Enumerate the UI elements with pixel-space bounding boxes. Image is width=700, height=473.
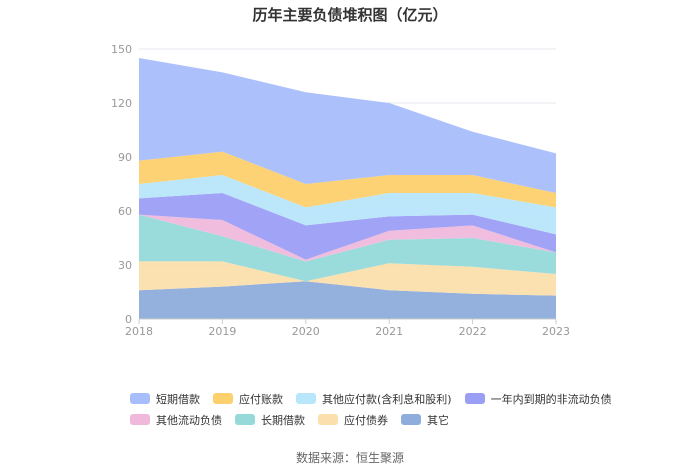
legend-swatch [130, 414, 150, 425]
legend-label: 其他流动负债 [156, 413, 222, 427]
stacked-area-chart: 0 30 60 90 120 150 2018 2019 2020 2021 2022 2023 [111, 43, 570, 338]
legend-swatch [213, 393, 233, 404]
legend-label: 应付债券 [344, 413, 388, 427]
y-tick-label: 90 [118, 151, 132, 164]
area-series-其它 [139, 281, 556, 319]
y-tick-label: 30 [118, 259, 132, 272]
y-tick-label: 150 [111, 43, 132, 56]
area-series-group [139, 58, 556, 319]
legend-item[interactable]: 应付账款 [213, 391, 283, 407]
legend-label: 其他应付款(含利息和股利) [322, 392, 452, 406]
source-label: 数据来源：恒生聚源 [295, 451, 404, 465]
area-series-长期借款 [139, 214, 556, 282]
legend-row: 其他流动负债 长期借款 应付债券 其它 [130, 409, 590, 430]
x-tick-label: 2023 [542, 325, 570, 338]
legend-item[interactable]: 其它 [401, 412, 449, 428]
legend-item[interactable]: 其他应付款(含利息和股利) [296, 391, 452, 407]
legend-swatch [130, 393, 150, 404]
legend-item[interactable]: 其他流动负债 [130, 412, 222, 428]
legend-row: 短期借款 应付账款 其他应付款(含利息和股利) 一年内到期的非流动负债 [130, 388, 612, 409]
area-series-应付债券 [139, 261, 556, 296]
legend-item[interactable]: 一年内到期的非流动负债 [464, 391, 612, 407]
x-tick-label: 2018 [125, 325, 153, 338]
legend-item[interactable]: 应付债券 [318, 412, 388, 428]
legend-swatch [318, 414, 338, 425]
x-tick-label: 2019 [208, 325, 236, 338]
legend-swatch [296, 393, 316, 404]
y-tick-label: 60 [118, 205, 132, 218]
legend-label: 一年内到期的非流动负债 [490, 392, 612, 406]
legend-label: 短期借款 [156, 392, 200, 406]
legend-label: 应付账款 [239, 392, 283, 406]
legend-label: 其它 [427, 413, 449, 427]
area-series-其他流动负债 [139, 214, 556, 262]
legend-label: 长期借款 [261, 413, 305, 427]
y-tick-label: 120 [111, 97, 132, 110]
chart-title: 历年主要负债堆积图（亿元） [252, 6, 448, 24]
legend-item[interactable]: 长期借款 [235, 412, 305, 428]
area-series-其他应付款(含利息和股利) [139, 175, 556, 235]
area-series-一年内到期的非流动负债 [139, 193, 556, 260]
area-series-短期借款 [139, 58, 556, 193]
x-tick-label: 2020 [292, 325, 320, 338]
y-tick-label: 0 [125, 313, 132, 326]
x-tick-label: 2021 [375, 325, 403, 338]
legend-swatch [464, 393, 485, 404]
axes: 0 30 60 90 120 150 2018 2019 2020 2021 2022 2023 [111, 43, 570, 338]
legend-swatch [401, 414, 421, 425]
legend-swatch [235, 414, 255, 425]
x-tick-label: 2022 [459, 325, 487, 338]
legend: 短期借款 应付账款 其他应付款(含利息和股利) 一年内到期的非流动负债 其他流动负债 长… [130, 388, 612, 430]
legend-item[interactable]: 短期借款 [130, 391, 200, 407]
